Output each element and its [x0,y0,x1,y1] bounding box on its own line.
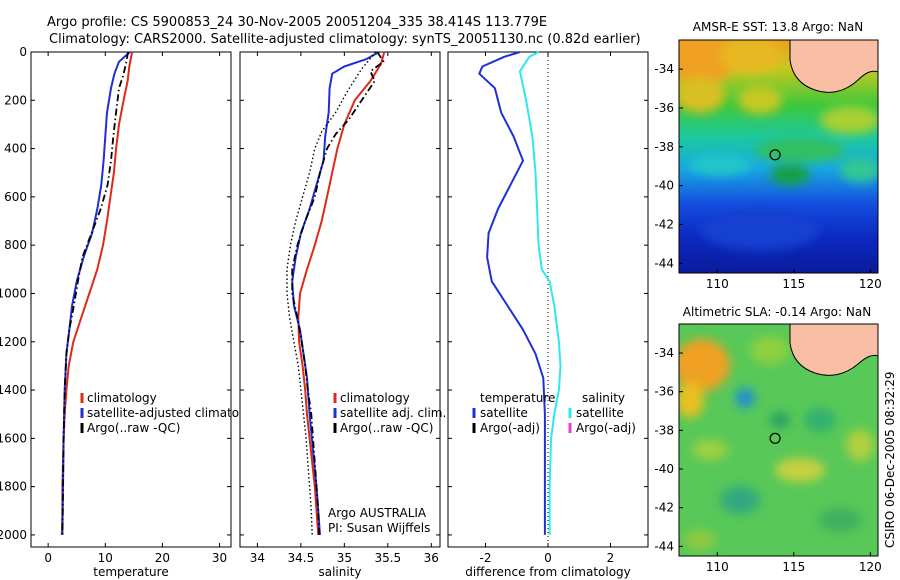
x-tick-label: 0 [44,551,52,565]
salinity-series-line [291,51,385,535]
map-x-tick-label: 110 [706,560,729,574]
y-tick-label: 1800 [0,480,27,494]
x-tick-label: -2 [480,551,492,565]
sla-map: Altimetric SLA: -0.14 Argo: NaN 110 115 12 [654,305,881,574]
legend-entry: Argo(..raw -QC) [87,421,180,435]
x-tick-label: 36 [424,551,439,565]
legend-group-title: temperature [480,391,555,405]
difference-series-line [478,51,546,535]
map-y-tick-label: -42 [654,501,674,515]
sst-map: AMSR-E SST: 13.8 Argo: NaN 110 115 120 -34 -… [654,20,881,291]
legend-entry: Argo(-adj) [576,421,636,435]
argo-location-marker [769,432,781,444]
legend-entry: satellite [480,406,528,420]
map-y-tick-label: -38 [654,140,674,154]
map-y-tick-label: -44 [654,256,674,270]
map-y-tick-label: -40 [654,462,674,476]
temperature-axes-frame [30,51,232,548]
temperature-x-axis-label: temperature [93,565,168,579]
timestamp-label: CSIRO 06-Dec-2005 08:32:29 [883,371,897,548]
map-x-tick-label: 115 [782,277,805,291]
map-x-tick-label: 115 [782,560,805,574]
y-tick-label: 0 [19,45,27,59]
argo-location-marker [769,149,781,161]
y-tick-label: 1200 [0,335,27,349]
map-x-tick-label: 110 [706,277,729,291]
map-y-tick-label: -34 [654,346,674,360]
owner-annotation: PI: Susan Wijffels [328,521,430,535]
salinity-axes-frame [239,51,441,548]
map-y-tick-label: -40 [654,179,674,193]
map-y-tick-label: -36 [654,385,674,399]
legend-entry: satellite [576,406,624,420]
sla-map-title: Altimetric SLA: -0.14 Argo: NaN [683,305,871,319]
difference-series-line [518,51,562,535]
x-tick-label: 10 [98,551,113,565]
legend-entry: Argo(-adj) [480,421,540,435]
y-tick-label: 2000 [0,528,27,542]
y-tick-label: 400 [4,142,27,156]
difference-x-axis-label: difference from climatology [465,565,631,579]
x-tick-label: 35.5 [374,551,401,565]
x-tick-label: 2 [607,551,615,565]
x-tick-label: 35 [337,551,352,565]
map-y-tick-label: -34 [654,62,674,76]
map-y-tick-label: -38 [654,423,674,437]
x-tick-label: 34.5 [288,551,315,565]
temperature-panel: 0 10 20 30 0 200 400 600 800 1000 1200 1400 1600 1800… [0,45,265,579]
map-x-tick-label: 120 [859,277,882,291]
y-tick-label: 600 [4,190,27,204]
legend-entry: climatology [340,391,410,405]
legend-entry: Argo(..raw -QC) [340,421,433,435]
header-line-1: Argo profile: CS 5900853_24 30-Nov-2005 … [47,15,547,30]
map-y-tick-label: -44 [654,539,674,553]
legend-entry: satellite adj. clim. [340,406,446,420]
x-tick-label: 20 [155,551,170,565]
owner-annotation: Argo AUSTRALIA [328,506,427,520]
salinity-panel: 34 34.5 35 35.5 36 salinity climatologysatelli… [239,51,446,579]
legend-group-title: salinity [582,391,625,405]
y-tick-label: 1400 [0,383,27,397]
salinity-series-line [297,51,386,535]
x-tick-label: 0 [544,551,552,565]
y-tick-label: 800 [4,238,27,252]
y-tick-label: 1600 [0,431,27,445]
salinity-x-axis-label: salinity [318,565,361,579]
x-tick-label: 34 [250,551,265,565]
map-y-tick-label: -36 [654,101,674,115]
map-y-tick-label: -42 [654,217,674,231]
legend-entry: climatology [87,391,157,405]
salinity-series-line [286,51,377,535]
y-tick-label: 200 [4,93,27,107]
y-tick-label: 1000 [0,286,27,300]
header-line-2: Climatology: CARS2000. Satellite-adjuste… [49,32,641,47]
sst-map-title: AMSR-E SST: 13.8 Argo: NaN [693,20,863,34]
map-x-tick-label: 120 [859,560,882,574]
x-tick-label: 30 [212,551,227,565]
legend-entry: satellite-adjusted climatology [87,406,265,420]
